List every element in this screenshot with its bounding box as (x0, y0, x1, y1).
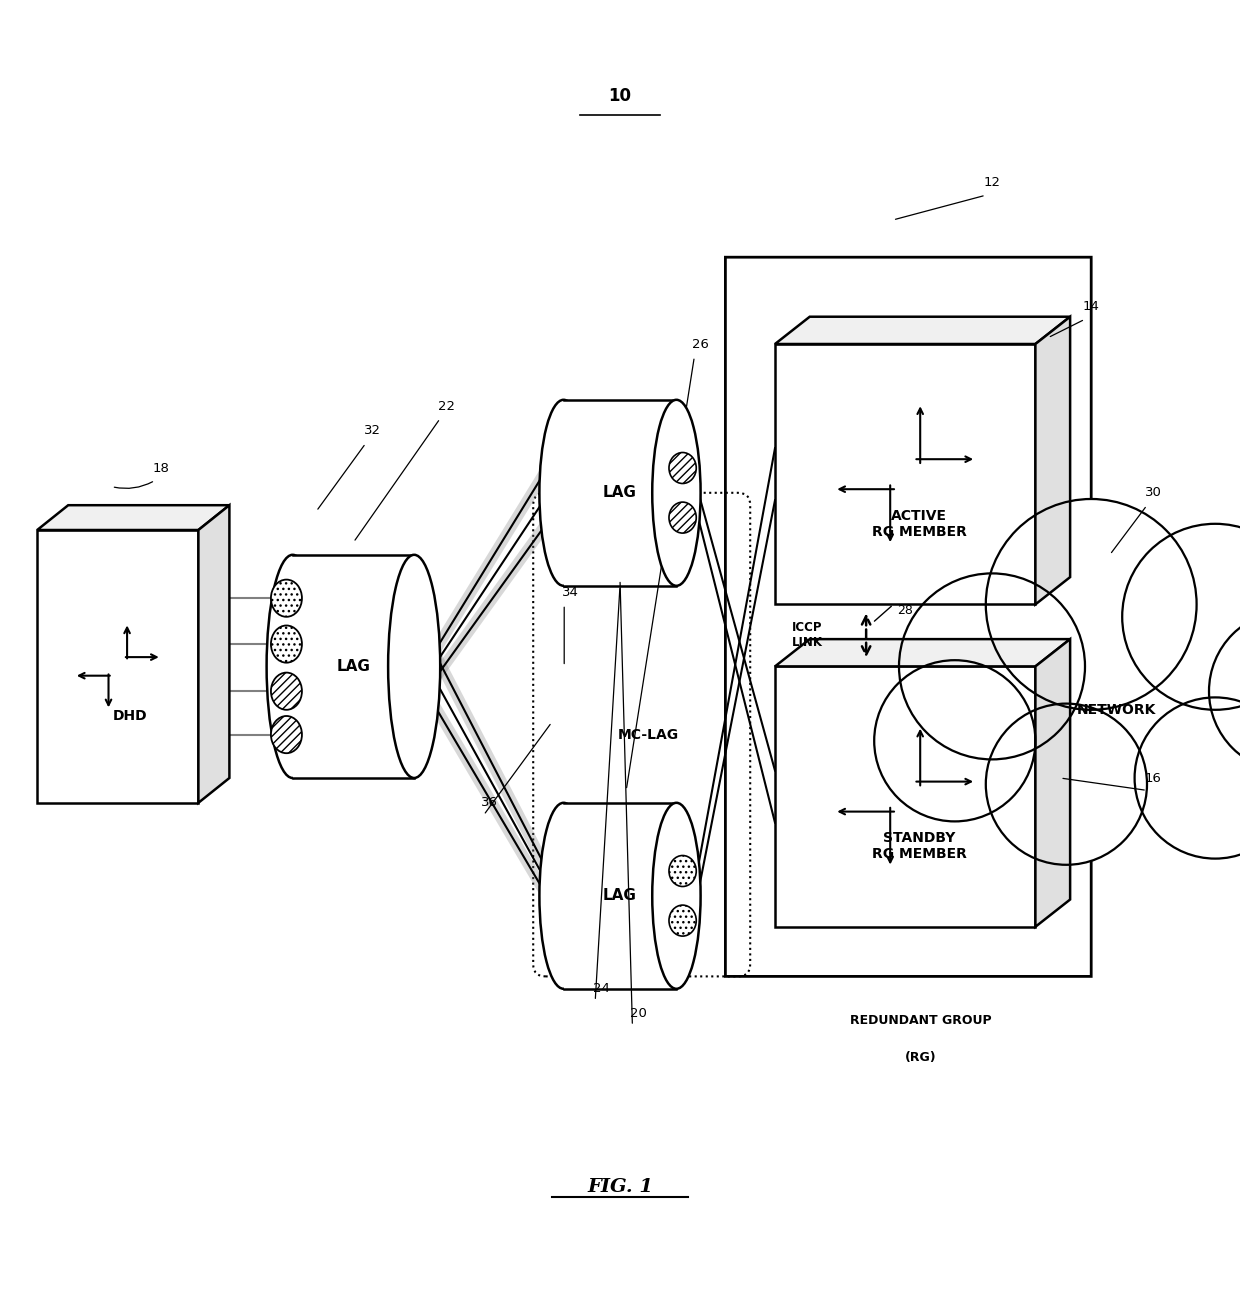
Text: FIG. 1: FIG. 1 (587, 1179, 653, 1197)
Ellipse shape (670, 855, 697, 887)
Text: REDUNDANT GROUP: REDUNDANT GROUP (849, 1014, 992, 1027)
Text: LAG: LAG (603, 888, 637, 904)
Ellipse shape (670, 905, 697, 937)
Text: ACTIVE
RG MEMBER: ACTIVE RG MEMBER (872, 509, 966, 539)
Text: (RG): (RG) (905, 1050, 936, 1063)
Bar (293, 555, 414, 778)
Ellipse shape (652, 400, 701, 586)
Bar (563, 400, 677, 586)
Circle shape (1209, 611, 1240, 772)
Text: LAG: LAG (336, 659, 371, 674)
Ellipse shape (539, 803, 588, 989)
Text: 30: 30 (1145, 487, 1162, 500)
Text: STANDBY
RG MEMBER: STANDBY RG MEMBER (872, 831, 966, 861)
Text: 12: 12 (983, 177, 1001, 190)
Circle shape (986, 704, 1147, 865)
Circle shape (899, 573, 1085, 760)
Polygon shape (775, 666, 1035, 927)
Polygon shape (37, 530, 198, 803)
Text: 16: 16 (1145, 772, 1162, 785)
Polygon shape (775, 317, 1070, 344)
Polygon shape (1035, 640, 1070, 927)
Text: NETWORK: NETWORK (1076, 702, 1156, 717)
Text: 10: 10 (609, 88, 631, 105)
Text: 36: 36 (481, 797, 498, 810)
Text: MC-LAG: MC-LAG (618, 727, 678, 742)
Ellipse shape (270, 579, 303, 617)
Text: 24: 24 (593, 982, 610, 995)
Ellipse shape (267, 555, 319, 778)
Polygon shape (775, 344, 1035, 604)
Ellipse shape (270, 715, 303, 753)
Circle shape (1122, 523, 1240, 710)
Ellipse shape (652, 803, 701, 989)
Text: DHD: DHD (113, 709, 148, 723)
Text: 22: 22 (438, 399, 455, 412)
Text: LAG: LAG (603, 485, 637, 500)
Text: 18: 18 (153, 462, 170, 475)
Text: 26: 26 (692, 337, 709, 351)
Ellipse shape (270, 625, 303, 663)
Circle shape (874, 661, 1035, 821)
Polygon shape (775, 640, 1070, 666)
Text: 20: 20 (630, 1007, 647, 1020)
Ellipse shape (670, 502, 697, 534)
Ellipse shape (270, 672, 303, 710)
Text: 34: 34 (562, 586, 579, 599)
Ellipse shape (670, 453, 697, 484)
Text: 32: 32 (363, 424, 381, 437)
Text: 14: 14 (1083, 301, 1100, 314)
Polygon shape (1035, 317, 1070, 604)
Polygon shape (37, 505, 229, 530)
Text: 28: 28 (898, 604, 913, 617)
Bar (563, 803, 677, 989)
Polygon shape (198, 505, 229, 803)
Circle shape (986, 498, 1197, 710)
Circle shape (1135, 697, 1240, 858)
Text: ICCP
LINK: ICCP LINK (791, 621, 823, 649)
Ellipse shape (539, 400, 588, 586)
Ellipse shape (388, 555, 440, 778)
